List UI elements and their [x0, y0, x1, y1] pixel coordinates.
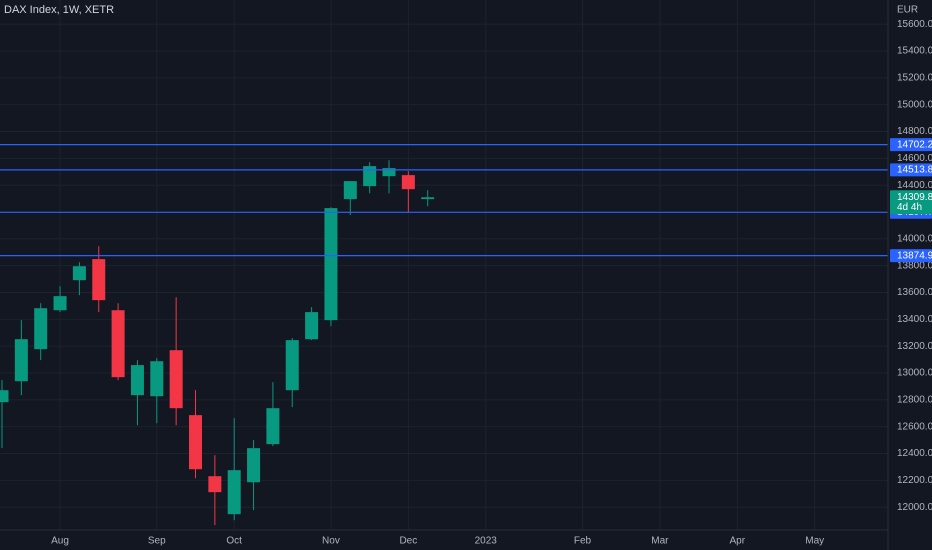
x-tick-label: 2023 [475, 536, 498, 547]
level-label-box [890, 163, 932, 177]
candle-body [34, 308, 48, 350]
candle-body [189, 415, 202, 470]
y-tick-label: 12600.00 [897, 421, 932, 432]
y-tick-label: 12400.00 [897, 448, 932, 459]
candle-body [14, 339, 28, 382]
x-tick-label: Feb [574, 536, 592, 547]
x-tick-label: May [805, 536, 824, 547]
y-tick-label: 13000.00 [897, 368, 932, 379]
candle-body [92, 259, 106, 301]
x-tick-label: Sep [148, 536, 166, 547]
candle-body [285, 340, 299, 391]
y-tick-label: 15400.00 [897, 46, 932, 57]
x-tick-label: Oct [226, 536, 242, 547]
candle-body [150, 361, 164, 397]
candle-body [305, 312, 319, 340]
candle-body [343, 181, 357, 200]
x-tick-label: Dec [399, 536, 417, 547]
y-tick-label: 12800.00 [897, 394, 932, 405]
x-tick-label: Mar [651, 536, 669, 547]
y-tick-label: 13600.00 [897, 287, 932, 298]
candle-body [324, 208, 338, 321]
candle-body [401, 175, 415, 190]
y-tick-label: 15000.00 [897, 99, 932, 110]
candle-body [0, 390, 9, 403]
y-tick-label: 13200.00 [897, 341, 932, 352]
candle-body [111, 310, 125, 378]
level-label-box [890, 138, 932, 152]
y-tick-label: 12200.00 [897, 475, 932, 486]
y-tick-label: 14400.00 [897, 180, 932, 191]
candle-body [382, 168, 396, 177]
x-tick-label: Nov [322, 536, 340, 547]
y-tick-label: 14000.00 [897, 233, 932, 244]
candle-body [247, 448, 261, 483]
level-label: 14513.89 [897, 165, 932, 176]
axis-labels: 12000.00 12200.00 12400.00 12600.00 12800.00… [51, 19, 932, 547]
countdown-label: 4d 4h [897, 202, 922, 213]
candle-body [227, 470, 241, 515]
y-tick-label: 14800.00 [897, 126, 932, 137]
candle-body [130, 365, 144, 396]
candle-body [169, 350, 183, 409]
candle-body [266, 408, 280, 445]
candle-body [421, 197, 435, 200]
level-label: 14702.22 [897, 139, 932, 150]
y-tick-label: 13800.00 [897, 260, 932, 271]
x-tick-label: Aug [51, 536, 69, 547]
candle-body [72, 266, 86, 281]
x-tick-label: Apr [730, 536, 746, 547]
last-price-box [890, 190, 932, 215]
last-price-label: 14309.82 [897, 192, 932, 203]
y-tick-label: 14600.00 [897, 153, 932, 164]
y-tick-label: 15200.00 [897, 72, 932, 83]
candle-body [53, 296, 67, 311]
level-label: 13874.90 [897, 250, 932, 261]
marks [0, 144, 888, 526]
y-tick-label: 12000.00 [897, 502, 932, 513]
candle-body [363, 166, 377, 187]
y-tick-label: 15600.00 [897, 19, 932, 30]
candle-body [208, 476, 222, 493]
level-label-box [890, 249, 932, 263]
y-tick-label: 13400.00 [897, 314, 932, 325]
chart-title: DAX Index, 1W, XETR [4, 4, 114, 16]
currency-label: EUR [897, 5, 918, 16]
